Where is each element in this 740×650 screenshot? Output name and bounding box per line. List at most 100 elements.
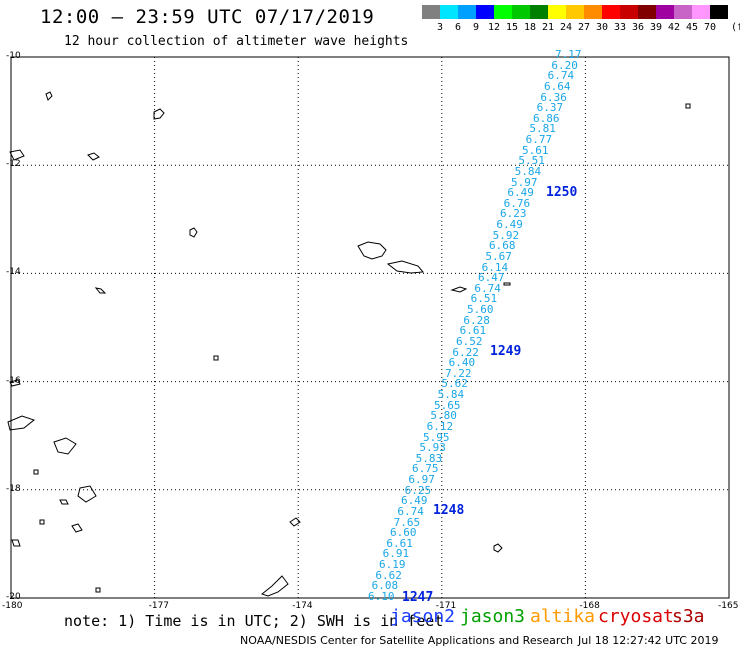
wave-height-value: 6.60 [390, 526, 417, 540]
island-t [213, 355, 219, 361]
scale-label: 6 [454, 22, 462, 33]
lat-label: -18 [6, 483, 21, 494]
scale-swatch [548, 5, 566, 19]
wave-height-value: 6.52 [456, 334, 483, 348]
wave-height-value: 6.12 [426, 419, 454, 433]
scale-unit: (ft) [731, 22, 740, 33]
scale-label: 33 [613, 22, 627, 33]
island-u [95, 587, 101, 593]
island-f [45, 91, 53, 101]
wave-height-value: 5.60 [467, 303, 494, 317]
wave-height-value: 5.67 [485, 249, 512, 263]
scale-label: 27 [577, 22, 591, 33]
scale-swatch [440, 5, 458, 19]
scale-label: 15 [505, 22, 519, 33]
scale-swatch [710, 5, 728, 19]
scale-swatch [656, 5, 674, 19]
wave-height-value: 5.95 [423, 430, 450, 444]
scale-swatch [620, 5, 638, 19]
island-a [450, 286, 468, 293]
lat-label: -20 [6, 592, 21, 602]
wave-height-value: 6.36 [540, 90, 567, 104]
wave-height-value: 6.64 [544, 79, 571, 93]
wave-height-value: 6.08 [371, 579, 399, 593]
wave-height-value: 6.49 [507, 186, 534, 200]
wave-height-value: 6.14 [481, 260, 509, 274]
credit-text: NOAA/NESDIS Center for Satellite Applica… [240, 634, 574, 647]
wave-height-value: 5.83 [415, 451, 443, 465]
lat-label: -16 [6, 375, 21, 386]
lat-label: -10 [6, 51, 21, 61]
satellite-legend-altika: altika [530, 606, 596, 627]
wave-height-value: 5.81 [529, 122, 556, 136]
island-v [33, 469, 39, 475]
wave-height-value: 5.84 [514, 164, 542, 178]
page-subtitle: 12 hour collection of altimeter wave hei… [64, 34, 409, 49]
page-title: 12:00 – 23:59 UTC 07/17/2019 [40, 6, 375, 28]
graticule [11, 57, 729, 598]
island-i [7, 415, 36, 431]
wave-height-value: 6.97 [408, 473, 435, 487]
island-e [94, 287, 107, 294]
timestamp-text: Jul 18 12:27:42 UTC 2019 [578, 634, 719, 647]
lon-label: -171 [435, 601, 457, 611]
pass-number: 1248 [433, 503, 465, 518]
wave-height-value: 5.62 [441, 377, 468, 391]
wave-height-value: 6.51 [470, 292, 498, 306]
scale-swatch [476, 5, 494, 19]
wave-height-value: 6.74 [397, 504, 424, 518]
wave-height-value: 5.65 [434, 398, 461, 412]
island-j [53, 437, 77, 455]
scale-label: 12 [487, 22, 501, 33]
wave-height-value: 6.74 [474, 281, 501, 295]
scale-label: 42 [667, 22, 681, 33]
scale-swatch [674, 5, 692, 19]
pass-number: 1250 [546, 185, 578, 200]
scale-swatch [584, 5, 602, 19]
wave-height-value: 6.49 [496, 218, 523, 232]
scale-swatch [422, 5, 440, 19]
wave-height-value: 6.22 [452, 345, 479, 359]
lon-label: -168 [579, 601, 600, 611]
wave-height-value: 5.84 [437, 388, 465, 402]
wave-height-value: 6.49 [401, 494, 428, 508]
island-k [77, 485, 97, 503]
scale-label: 30 [595, 22, 609, 33]
pass-number: 1247 [402, 590, 434, 605]
wave-height-value: 6.86 [533, 111, 560, 125]
wave-height-value: 6.61 [459, 324, 487, 338]
wave-height-value: 6.76 [503, 196, 531, 210]
island-q [59, 499, 69, 505]
scale-label: 24 [559, 22, 573, 33]
satellite-legend-jason2: jason2 [390, 606, 456, 627]
wave-height-value: 6.77 [525, 133, 553, 147]
wave-height-value: 6.61 [386, 536, 413, 550]
island-tutuila [386, 260, 424, 274]
island-c [189, 227, 198, 238]
wave-height-value: 5.80 [430, 409, 457, 423]
wave-height-value: 6.28 [463, 313, 490, 327]
wave-height-value: 5.93 [419, 441, 446, 455]
wave-height-value: 7.17 [555, 48, 582, 61]
wave-height-value: 5.51 [518, 154, 545, 168]
wave-height-value: 7.65 [393, 515, 421, 529]
wave-height-value: 5.61 [522, 143, 549, 157]
scale-swatch [512, 5, 530, 19]
scale-swatch [566, 5, 584, 19]
scale-label: 36 [631, 22, 645, 33]
scale-label: 21 [541, 22, 555, 33]
wave-height-value: 5.92 [492, 228, 520, 242]
wave-height-value: 7.22 [445, 366, 472, 380]
island-w [39, 519, 45, 525]
satellite-legend-s3a: s3a [672, 606, 705, 627]
wave-height-value: 6.23 [500, 207, 527, 221]
scale-label: 9 [472, 22, 480, 33]
scale-swatch [638, 5, 656, 19]
note-text: note: 1) Time is in UTC; 2) SWH is in fe… [64, 612, 444, 630]
wave-height-value: 6.19 [379, 558, 406, 572]
island-l [71, 523, 83, 533]
lon-label: -174 [292, 601, 313, 611]
lon-label: -165 [718, 601, 739, 611]
scale-label: 18 [523, 22, 537, 33]
island-s [685, 103, 691, 109]
